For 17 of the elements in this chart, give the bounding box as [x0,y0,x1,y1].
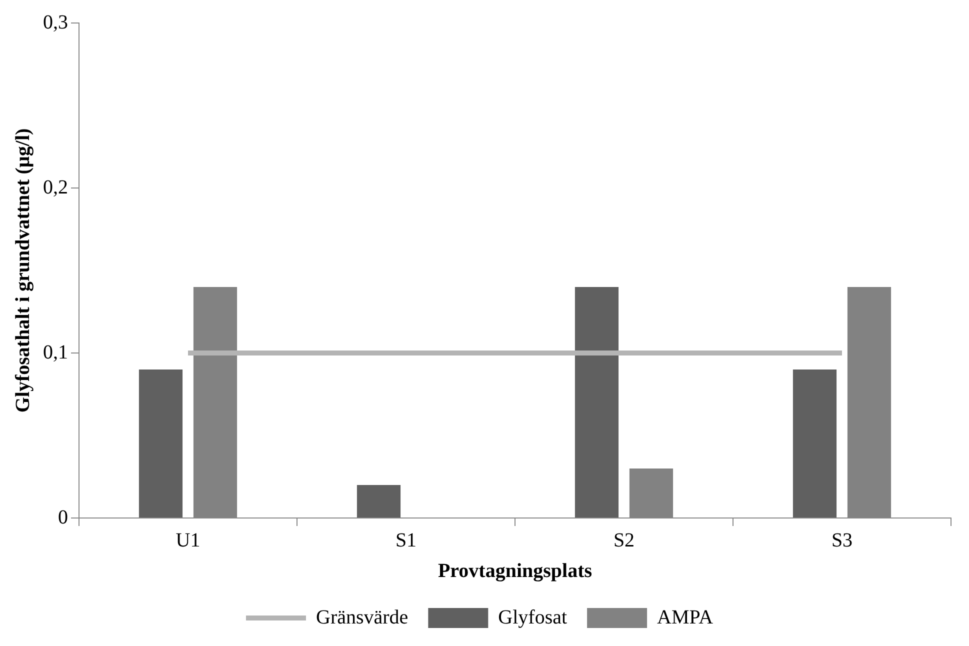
bar [138,370,183,518]
y-tick-label: 0 [58,506,68,528]
x-axis-title: Provtagningsplats [438,560,592,582]
y-tick-label: 0,2 [43,176,68,198]
x-tick-label: S1 [395,529,417,552]
bar [792,370,837,518]
y-axis-title: Glyfosathalt i grundvattnet (µg/l) [12,128,34,413]
x-tick-label: U1 [176,529,200,552]
legend-label: AMPA [657,606,714,628]
bar [574,287,619,518]
legend-label: Glyfosat [498,606,568,628]
x-tick-label: S2 [613,529,635,552]
legend-label: Gränsvärde [316,606,408,628]
y-tick-label: 0,1 [43,341,68,364]
bar [356,485,401,518]
y-tick-label: 0,3 [43,11,68,34]
x-tick-label: S3 [831,529,853,552]
